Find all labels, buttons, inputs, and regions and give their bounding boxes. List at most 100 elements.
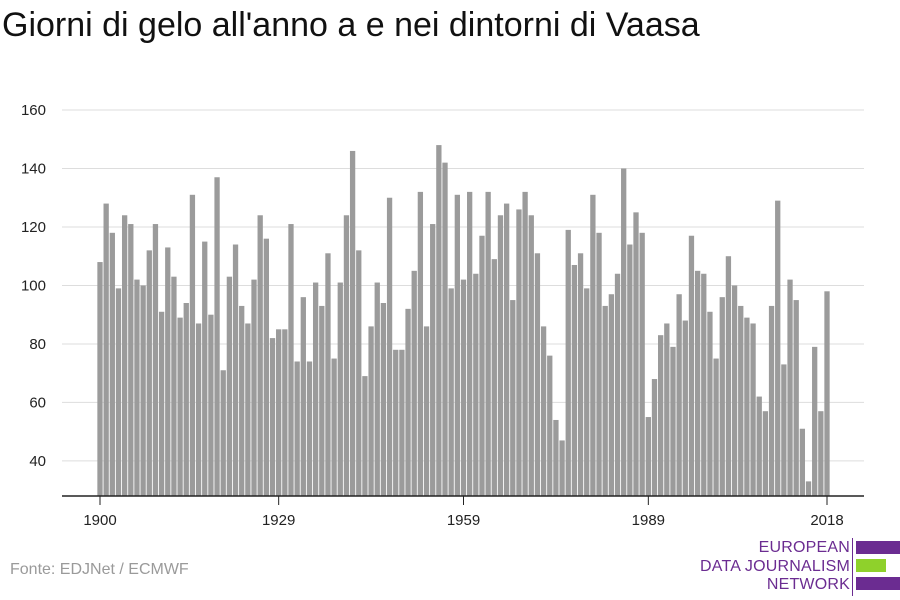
bar-1978[interactable] — [577, 253, 584, 496]
bar-1954[interactable] — [430, 224, 436, 496]
bar-1999[interactable] — [707, 311, 713, 496]
bar-1909[interactable] — [152, 224, 159, 496]
bar-2003[interactable] — [731, 285, 738, 496]
bar-1969[interactable] — [522, 191, 528, 496]
bar-1945[interactable] — [374, 282, 380, 496]
bar-1956[interactable] — [442, 162, 448, 497]
bar-1976[interactable] — [565, 229, 571, 497]
bar-1955[interactable] — [436, 145, 442, 496]
bar-1953[interactable] — [423, 326, 430, 496]
bar-1930[interactable] — [282, 329, 288, 496]
bar-2000[interactable] — [713, 358, 719, 496]
bar-1933[interactable] — [300, 297, 306, 496]
bar-1971[interactable] — [534, 253, 541, 496]
bar-2017[interactable] — [818, 411, 824, 496]
bar-1968[interactable] — [516, 209, 522, 496]
bar-1963[interactable] — [485, 191, 491, 496]
bar-2005[interactable] — [744, 317, 750, 496]
bar-1916[interactable] — [195, 323, 202, 496]
bar-1991[interactable] — [658, 335, 664, 496]
bar-1987[interactable] — [633, 212, 639, 496]
bar-1961[interactable] — [473, 273, 479, 496]
bar-1912[interactable] — [171, 276, 177, 496]
bar-2009[interactable] — [768, 305, 775, 496]
bar-1936[interactable] — [319, 305, 325, 496]
bar-1960[interactable] — [467, 191, 473, 496]
bar-1927[interactable] — [263, 238, 269, 496]
bar-1989[interactable] — [645, 417, 651, 496]
bar-1903[interactable] — [115, 288, 122, 496]
bar-1943[interactable] — [362, 376, 368, 496]
bar-1998[interactable] — [701, 273, 707, 496]
bar-1950[interactable] — [405, 308, 411, 496]
bar-1962[interactable] — [479, 235, 485, 496]
bar-1985[interactable] — [621, 168, 627, 496]
bar-1994[interactable] — [676, 294, 682, 496]
bar-1918[interactable] — [208, 314, 214, 496]
bar-1922[interactable] — [232, 244, 239, 496]
bar-1979[interactable] — [584, 288, 590, 496]
bar-1970[interactable] — [528, 215, 534, 497]
bar-1957[interactable] — [448, 288, 454, 496]
bar-1984[interactable] — [614, 273, 621, 496]
bar-2004[interactable] — [738, 305, 744, 496]
bar-1929[interactable] — [276, 329, 282, 496]
bar-2014[interactable] — [799, 428, 806, 496]
bar-1941[interactable] — [349, 150, 356, 496]
bar-2001[interactable] — [719, 297, 725, 496]
bar-2012[interactable] — [787, 279, 793, 496]
bar-1937[interactable] — [325, 253, 331, 496]
bar-2007[interactable] — [756, 396, 762, 496]
bar-1997[interactable] — [694, 270, 701, 496]
bar-1908[interactable] — [146, 250, 152, 496]
bar-1902[interactable] — [109, 232, 115, 496]
bar-1959[interactable] — [460, 279, 467, 496]
bar-1907[interactable] — [140, 285, 146, 496]
bar-1940[interactable] — [343, 215, 350, 497]
bar-1973[interactable] — [547, 355, 553, 496]
bar-1972[interactable] — [540, 326, 547, 496]
bar-1924[interactable] — [245, 323, 251, 496]
bar-1925[interactable] — [251, 279, 257, 496]
bar-2015[interactable] — [805, 481, 812, 496]
bar-1915[interactable] — [189, 194, 196, 496]
bar-1942[interactable] — [356, 250, 362, 496]
bar-1901[interactable] — [103, 203, 109, 497]
bar-1913[interactable] — [177, 317, 183, 496]
bar-2006[interactable] — [750, 323, 756, 496]
bar-1975[interactable] — [559, 440, 565, 496]
bar-1993[interactable] — [670, 346, 676, 496]
bar-1948[interactable] — [393, 349, 399, 496]
bar-1983[interactable] — [608, 294, 615, 496]
bar-1919[interactable] — [214, 177, 220, 496]
bar-1995[interactable] — [682, 320, 688, 496]
bar-2011[interactable] — [781, 364, 787, 496]
bar-1931[interactable] — [288, 224, 294, 496]
bar-1920[interactable] — [220, 370, 226, 496]
bar-1928[interactable] — [269, 338, 276, 496]
bar-1921[interactable] — [226, 276, 233, 496]
bar-1981[interactable] — [596, 232, 602, 496]
bar-2010[interactable] — [775, 200, 781, 496]
bar-1910[interactable] — [158, 311, 165, 496]
bar-1946[interactable] — [380, 303, 387, 496]
bar-2018[interactable] — [824, 291, 830, 496]
bar-1974[interactable] — [553, 419, 559, 496]
bar-1914[interactable] — [183, 303, 189, 496]
bar-1934[interactable] — [306, 361, 313, 496]
bar-1935[interactable] — [312, 282, 319, 496]
bar-1952[interactable] — [417, 191, 424, 496]
bar-1947[interactable] — [386, 197, 393, 496]
bar-1996[interactable] — [688, 235, 695, 496]
bar-1951[interactable] — [411, 270, 417, 496]
bar-1905[interactable] — [128, 224, 134, 496]
bar-1904[interactable] — [121, 215, 128, 497]
bar-1966[interactable] — [503, 203, 510, 497]
bar-1900[interactable] — [97, 262, 103, 496]
bar-2013[interactable] — [793, 300, 799, 496]
bar-1990[interactable] — [651, 379, 658, 496]
bar-1965[interactable] — [497, 215, 504, 497]
bar-1944[interactable] — [368, 326, 374, 496]
bar-2002[interactable] — [725, 256, 732, 496]
bar-1982[interactable] — [602, 305, 608, 496]
